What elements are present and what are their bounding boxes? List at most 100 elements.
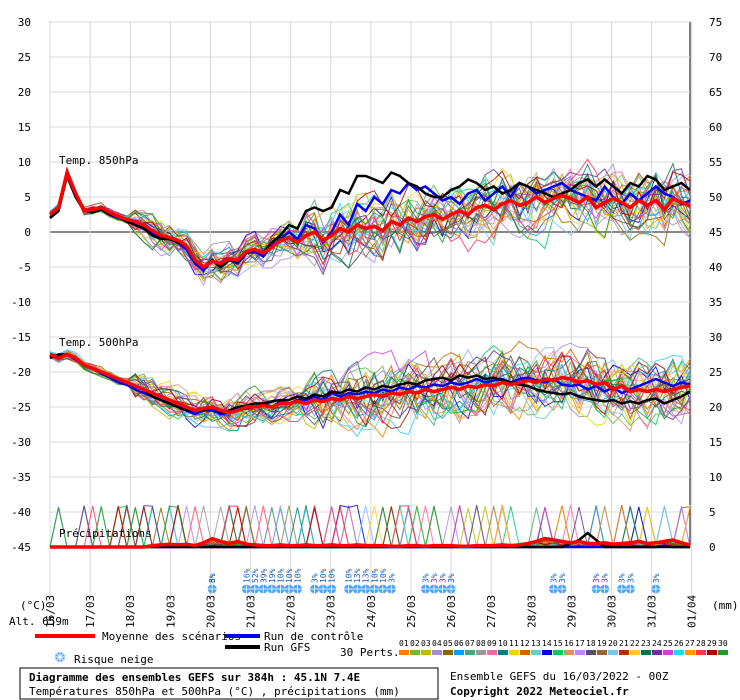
snow-risk-percent: 16% [242,568,251,583]
snow-risk-percent: 3% [558,573,567,583]
pert-legend-label: 23 [641,639,651,648]
pert-legend-swatch [432,650,442,655]
left-tick-label: -45 [11,541,31,554]
snowflake-icon [548,584,558,594]
pert-legend-swatch [443,650,453,655]
pert-legend-label: 13 [531,639,541,648]
pert-legend-swatch [641,650,651,655]
snowflake-icon [591,584,601,594]
right-axis-unit: (mm) [712,599,739,612]
right-tick-label: 65 [709,86,722,99]
t500-section-label: Temp. 500hPa [59,336,138,349]
snow-risk-percent: 13% [362,568,371,583]
left-tick-label: 5 [24,191,31,204]
snowflake-icon [327,584,337,594]
snowflake-icon [292,584,302,594]
series-line [49,353,691,414]
pert-legend-label: 10 [498,639,508,648]
snowflake-icon [600,584,610,594]
pert-legend-label: 12 [520,639,530,648]
left-axis-unit: (°C) [20,599,47,612]
snowflake-icon [250,584,260,594]
pert-legend-swatch [652,650,662,655]
snow-risk-percent: 3% [430,573,439,583]
footer-box [19,667,439,700]
series-line [49,352,691,415]
snow-risk-percent: 39% [259,568,268,583]
pert-legend-label: 19 [597,639,607,648]
right-tick-label: 10 [709,471,722,484]
pert-legend-swatch [509,650,519,655]
left-tick-label: 25 [18,51,31,64]
pert-legend-label: 29 [707,639,717,648]
pert-legend-swatch [531,650,541,655]
pert-legend-label: 08 [476,639,486,648]
snowflake-icon [378,584,388,594]
pert-legend-swatch [498,650,508,655]
left-tick-label: -10 [11,296,31,309]
grid [49,21,693,600]
pert-legend-label: 17 [575,639,585,648]
pert-legend-label: 07 [465,639,475,648]
right-tick-label: 15 [709,436,722,449]
x-date-label: 24/03 [365,595,378,628]
snowflake-icon [284,584,294,594]
perturbation-line [49,170,691,270]
right-tick-label: 55 [709,156,722,169]
left-tick-label: -20 [11,366,31,379]
snow-risk-percent: 10% [370,568,379,583]
snow-risk-percent: 10% [379,568,388,583]
pert-legend-label: 28 [696,639,706,648]
pert-legend-label: 03 [421,639,431,648]
pert-legend-swatch [696,650,706,655]
pert-legend-label: 04 [432,639,442,648]
pert-legend-swatch [542,650,552,655]
snow-risk-percent: 3% [601,573,610,583]
right-tick-label: 45 [709,226,722,239]
snowflake-icon [344,584,354,594]
t850-section-label: Temp. 850hPa [59,154,138,167]
pert-legend-label: 20 [608,639,618,648]
pert-legend-label: 06 [454,639,464,648]
perturbation-line [49,171,691,274]
snow-risk-percent: 3% [387,573,396,583]
pert-legend-label: 05 [443,639,453,648]
series-precip-line [50,536,691,549]
left-tick-label: 20 [18,86,31,99]
pert-legend-label: 21 [619,639,629,648]
right-tick-label: 5 [709,506,716,519]
pert-legend-swatch [630,650,640,655]
x-date-label: 29/03 [565,595,578,628]
main-series-lines [48,166,691,549]
snowflake-icon [55,652,65,662]
snowflake-icon [241,584,251,594]
left-tick-label: 10 [18,156,31,169]
pert-legend-swatch [564,650,574,655]
pert-legend-label: 30 [718,639,728,648]
left-tick-label: -30 [11,436,31,449]
snowflake-icon [557,584,567,594]
snowflake-icon [258,584,268,594]
series-line [48,166,691,270]
right-tick-label: 40 [709,261,722,274]
pert-legend-swatch [454,650,464,655]
snowflake-icon [420,584,430,594]
left-tick-label: -25 [11,401,31,414]
right-tick-label: 0 [709,541,716,554]
x-date-label: 30/03 [605,595,618,628]
right-tick-label: 20 [709,401,722,414]
precip-section-label: Précipitations [59,527,152,540]
snow-risk-percent: 3% [439,573,448,583]
snowflake-icon [429,584,439,594]
snowflake-icon [361,584,371,594]
x-axis-date-labels: 16/03 17/03 18/03 19/03 20/03 21/03 22/03 23/03… [44,595,699,628]
x-date-label: 17/03 [84,595,97,628]
pert-legend-swatch [575,650,585,655]
left-tick-label: -5 [18,261,31,274]
pert-legend-swatch [663,650,673,655]
pert-legend-swatch [520,650,530,655]
x-date-label: 27/03 [485,595,498,628]
right-tick-label: 70 [709,51,722,64]
x-date-label: 20/03 [204,595,217,628]
snowflake-icon [625,584,635,594]
